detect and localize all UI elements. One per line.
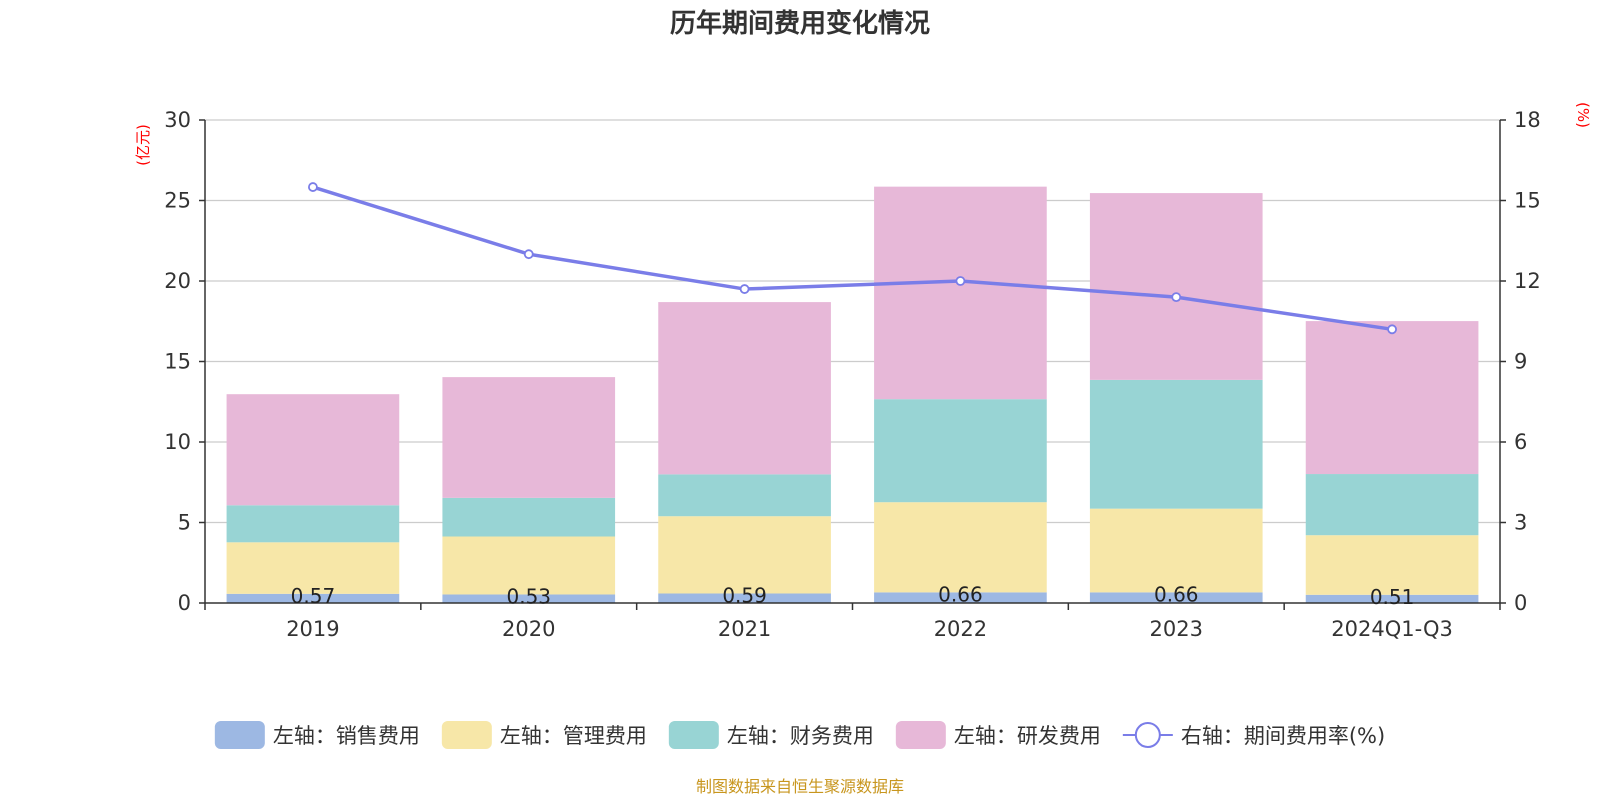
bar-segment <box>658 474 831 517</box>
bar-segment <box>1089 379 1263 509</box>
bar-segment <box>658 516 831 594</box>
line-path <box>312 185 1393 332</box>
right-tick-label: 18 <box>1514 108 1541 132</box>
bar-segment <box>1089 592 1263 603</box>
legend-label: 右轴：期间费用率(%) <box>1181 724 1385 748</box>
x-tick-label: 2022 <box>934 617 987 641</box>
right-tick-label: 6 <box>1514 430 1527 454</box>
data-label: 0.66 <box>1154 582 1199 606</box>
right-tick-label: 15 <box>1514 189 1541 213</box>
line-point <box>955 276 966 286</box>
legend-swatch <box>895 721 946 749</box>
legend-label: 左轴：研发费用 <box>954 724 1101 748</box>
bar-segment <box>658 593 831 603</box>
left-tick-label: 0 <box>178 591 191 615</box>
bar-segment <box>442 497 616 537</box>
bar-segment <box>442 377 616 498</box>
bar-segment <box>1305 321 1479 475</box>
chart-title: 历年期间费用变化情况 <box>670 8 930 39</box>
line-point <box>1171 292 1182 303</box>
line-point <box>1387 324 1397 335</box>
legend-label: 左轴：财务费用 <box>727 724 874 748</box>
left-tick-label: 30 <box>164 108 191 132</box>
bar-segment <box>226 394 400 506</box>
right-tick-label: 9 <box>1514 350 1527 374</box>
bar-segment <box>226 542 400 594</box>
line-point <box>308 182 318 192</box>
left-tick-label: 25 <box>164 189 191 213</box>
x-tick-label: 2023 <box>1150 617 1203 641</box>
data-label: 0.51 <box>1370 585 1415 609</box>
right-tick-label: 12 <box>1514 269 1541 293</box>
source-note: 制图数据来自恒生聚源数据库 <box>696 777 904 796</box>
bar-segment <box>226 593 400 603</box>
bar-segment <box>1305 474 1479 536</box>
legend-label: 左轴：管理费用 <box>500 724 647 748</box>
line-series <box>308 182 1397 335</box>
bar-segment <box>658 302 831 475</box>
bar-segment <box>442 594 616 603</box>
left-tick-label: 5 <box>178 511 191 535</box>
line-point <box>739 284 750 294</box>
data-label: 0.53 <box>506 584 551 608</box>
bar-segment <box>226 505 400 543</box>
bar-segment <box>874 186 1047 400</box>
bar-segment <box>874 399 1047 503</box>
left-tick-label: 10 <box>164 430 191 454</box>
x-tick-label: 2021 <box>718 617 771 641</box>
bar-segment <box>874 502 1047 593</box>
right-tick-label: 3 <box>1514 511 1527 535</box>
right-tick-label: 0 <box>1514 591 1527 615</box>
legend-label: 左轴：销售费用 <box>273 724 420 748</box>
bar-segment <box>1089 193 1263 380</box>
left-tick-label: 20 <box>164 269 191 293</box>
x-tick-label: 2024Q1-Q3 <box>1331 617 1453 641</box>
data-label: 0.66 <box>938 582 983 606</box>
legend-swatch <box>214 721 265 749</box>
legend: 左轴：销售费用 左轴：管理费用 左轴：财务费用 左轴：研发费用 右轴：期间费用率(%) <box>214 721 1385 749</box>
bar-segment <box>1305 594 1479 603</box>
bar-segment <box>442 536 616 595</box>
bar-segment <box>1305 535 1479 595</box>
data-label: 0.57 <box>291 584 336 608</box>
legend-swatch <box>668 721 719 749</box>
data-label: 0.59 <box>722 584 767 608</box>
line-point <box>523 249 534 260</box>
left-tick-label: 15 <box>164 350 191 374</box>
bars-group <box>226 186 1479 603</box>
bar-segment <box>1089 508 1263 593</box>
left-axis-unit: (亿元) <box>134 124 152 166</box>
right-axis-unit: (%) <box>1574 102 1592 128</box>
data-labels: 0.57 0.53 0.59 0.66 0.66 0.51 <box>291 582 1415 608</box>
bar-segment <box>874 592 1047 603</box>
legend-swatch <box>441 721 492 749</box>
x-tick-label: 2020 <box>502 617 555 641</box>
x-tick-label: 2019 <box>286 617 339 641</box>
grid-lines <box>205 119 1500 524</box>
axes-group: 0 5 10 15 20 25 30 0 3 6 9 12 15 18 2019 2020 2021 2022 20… <box>164 108 1540 641</box>
legend-line-marker <box>1134 722 1161 748</box>
